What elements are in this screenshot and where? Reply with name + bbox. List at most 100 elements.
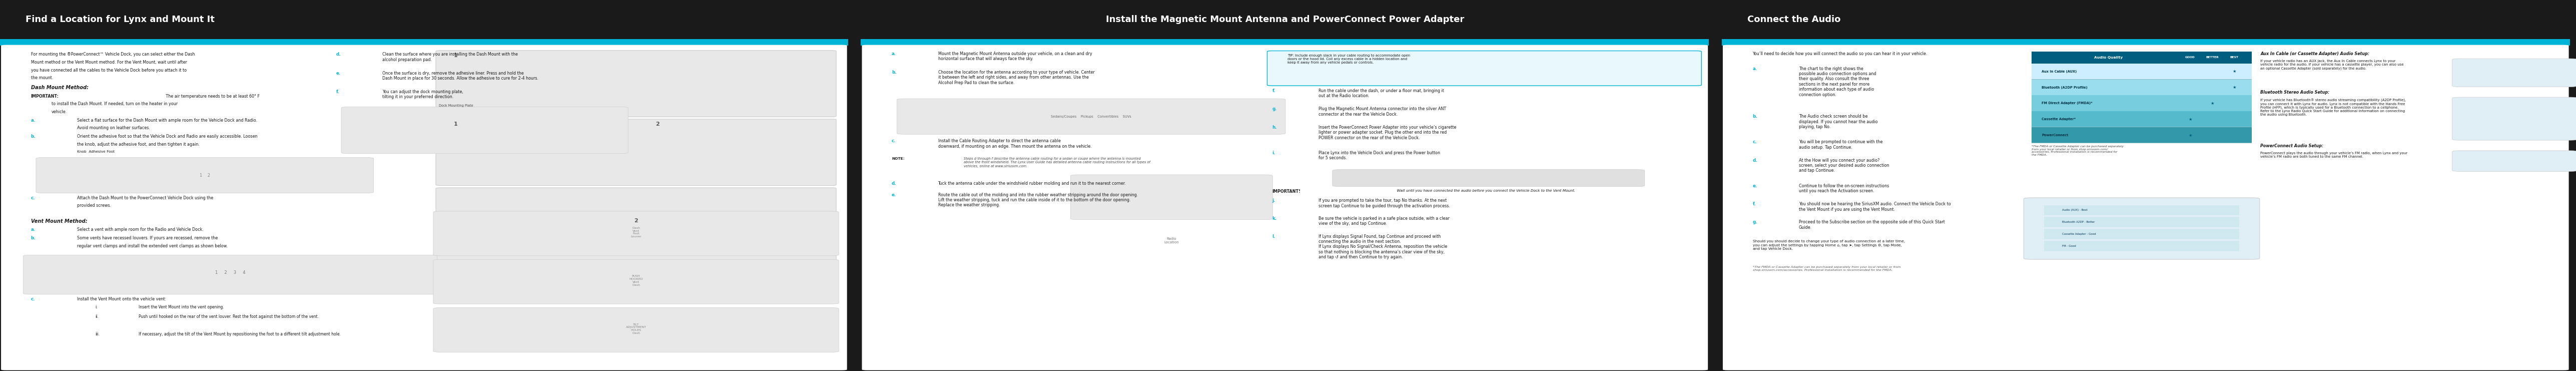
- Text: FM Direct Adapter (FMDA)*: FM Direct Adapter (FMDA)*: [2043, 102, 2092, 105]
- FancyBboxPatch shape: [2032, 79, 2251, 95]
- Text: e.: e.: [335, 71, 340, 75]
- FancyBboxPatch shape: [0, 0, 848, 39]
- Text: d.: d.: [1752, 158, 1757, 162]
- Text: At the How will you connect your audio?
screen, select your desired audio connec: At the How will you connect your audio? …: [1798, 158, 1888, 173]
- Text: regular vent clamps and install the extended vent clamps as shown below.: regular vent clamps and install the exte…: [77, 244, 227, 248]
- Text: You should now be hearing the SiriusXM audio. Connect the Vehicle Dock to
the Ve: You should now be hearing the SiriusXM a…: [1798, 202, 1950, 211]
- Text: f.: f.: [1273, 89, 1275, 93]
- Text: If Lynx displays Signal Found, tap Continue and proceed with
connecting the audi: If Lynx displays Signal Found, tap Conti…: [1319, 234, 1448, 259]
- FancyBboxPatch shape: [1267, 51, 1703, 86]
- FancyBboxPatch shape: [860, 39, 1708, 46]
- FancyBboxPatch shape: [2032, 111, 2251, 127]
- Text: You can adjust the dock mounting plate,
tilting it in your preferred direction.: You can adjust the dock mounting plate, …: [381, 89, 464, 99]
- Text: BETTER: BETTER: [2205, 56, 2218, 59]
- Text: Plug the Magnetic Mount Antenna connector into the silver ANT
connector at the r: Plug the Magnetic Mount Antenna connecto…: [1319, 107, 1445, 116]
- Text: ★: ★: [2233, 85, 2236, 90]
- Text: i.: i.: [1273, 151, 1275, 155]
- Text: Should you should decide to change your type of audio connection at a later time: Should you should decide to change your …: [1752, 240, 1904, 250]
- FancyBboxPatch shape: [2045, 205, 2239, 216]
- Text: d.: d.: [335, 52, 340, 57]
- Text: b.: b.: [891, 70, 896, 75]
- Text: a.: a.: [31, 227, 36, 232]
- Text: the knob, adjust the adhesive foot, and then tighten it again.: the knob, adjust the adhesive foot, and …: [77, 142, 198, 147]
- FancyBboxPatch shape: [433, 211, 840, 256]
- Text: ★: ★: [2187, 117, 2192, 122]
- Text: Clean the surface where you are installing the Dash Mount with the
alcohol prepa: Clean the surface where you are installi…: [381, 52, 518, 62]
- Text: Install the Vent Mount onto the vehicle vent:: Install the Vent Mount onto the vehicle …: [77, 297, 167, 301]
- Text: Steps d through f describe the antenna cable routing for a sedan or coupe where : Steps d through f describe the antenna c…: [963, 157, 1151, 167]
- Text: you have connected all the cables to the Vehicle Dock before you attach it to: you have connected all the cables to the…: [31, 68, 185, 72]
- Text: Cassette Adapter*: Cassette Adapter*: [2043, 118, 2076, 121]
- FancyBboxPatch shape: [433, 308, 840, 352]
- FancyBboxPatch shape: [1721, 0, 2571, 39]
- FancyBboxPatch shape: [435, 50, 837, 117]
- Text: c.: c.: [1752, 140, 1757, 144]
- Text: ★: ★: [2233, 69, 2236, 74]
- Text: iii.: iii.: [95, 332, 100, 336]
- FancyBboxPatch shape: [1721, 39, 2571, 46]
- Text: Vent Mount Method:: Vent Mount Method:: [31, 219, 88, 224]
- Text: g.: g.: [1752, 220, 1757, 224]
- Text: 1     2     3     4: 1 2 3 4: [214, 270, 245, 275]
- Text: f.: f.: [335, 89, 340, 94]
- Text: Aux In Cable (or Cassette Adapter) Audio Setup:: Aux In Cable (or Cassette Adapter) Audio…: [2259, 52, 2370, 56]
- Text: Audio Quality: Audio Quality: [2094, 56, 2123, 59]
- FancyBboxPatch shape: [435, 119, 837, 185]
- FancyBboxPatch shape: [2452, 151, 2576, 171]
- Text: b.: b.: [31, 134, 36, 139]
- FancyBboxPatch shape: [2045, 217, 2239, 227]
- Text: Once the surface is dry, remove the adhesive liner. Press and hold the
Dash Moun: Once the surface is dry, remove the adhe…: [381, 71, 538, 81]
- Text: NOTE:: NOTE:: [891, 157, 904, 160]
- Text: FM - Good: FM - Good: [2063, 244, 2076, 247]
- Text: TILT
ADJUSTMENT
HOLES
Dash: TILT ADJUSTMENT HOLES Dash: [626, 323, 647, 334]
- FancyBboxPatch shape: [1332, 170, 1643, 187]
- Text: Route the cable out of the molding and into the rubber weather stripping around : Route the cable out of the molding and i…: [938, 193, 1139, 207]
- Text: Install the Magnetic Mount Antenna and PowerConnect Power Adapter: Install the Magnetic Mount Antenna and P…: [1105, 15, 1463, 24]
- Text: Aux In Cable (AUX): Aux In Cable (AUX): [2043, 70, 2076, 73]
- Text: ​Mount method or the ​Vent Mount method. For the Vent Mount, wait until after: ​Mount method or the ​Vent Mount method.…: [31, 60, 188, 65]
- Text: Push until hooked on the rear of the vent louver. Rest the foot against the bott: Push until hooked on the rear of the ven…: [139, 314, 319, 319]
- Text: If your vehicle radio has an AUX jack, the Aux In Cable connects Lynx to your
ve: If your vehicle radio has an AUX jack, t…: [2259, 60, 2403, 70]
- Text: The air temperature needs to be at least 60° F: The air temperature needs to be at least…: [165, 94, 260, 98]
- Text: to install the Dash Mount. If needed, turn on the heater in your: to install the Dash Mount. If needed, tu…: [52, 102, 178, 106]
- Text: You will be prompted to continue with the
audio setup. Tap Continue.: You will be prompted to continue with th…: [1798, 140, 1883, 150]
- Text: *The FMDA or Cassette Adapter can be purchased separately
from your local retail: *The FMDA or Cassette Adapter can be pur…: [2032, 145, 2123, 156]
- FancyBboxPatch shape: [2032, 63, 2251, 79]
- Text: Dock Mounting Plate: Dock Mounting Plate: [438, 104, 474, 107]
- Text: Cassette Adapter - Good: Cassette Adapter - Good: [2063, 233, 2097, 235]
- Text: If necessary, adjust the tilt of the Vent Mount by repositioning the foot to a d: If necessary, adjust the tilt of the Ven…: [139, 332, 340, 336]
- Text: j.: j.: [1273, 198, 1275, 203]
- Text: If you are prompted to take the tour, tap No thanks. At the next
screen tap Cont: If you are prompted to take the tour, ta…: [1319, 198, 1450, 208]
- Text: Audio (AUX) - Best: Audio (AUX) - Best: [2063, 209, 2087, 211]
- Text: PowerConnect Audio Setup:: PowerConnect Audio Setup:: [2259, 144, 2324, 148]
- Text: IMPORTANT!: IMPORTANT!: [1273, 189, 1301, 194]
- Text: ★: ★: [2210, 101, 2215, 106]
- Text: Bluetooth (A2DP Profile): Bluetooth (A2DP Profile): [2043, 86, 2087, 89]
- Text: Insert the PowerConnect Power Adapter into your vehicle’s cigarette
lighter or p: Insert the PowerConnect Power Adapter in…: [1319, 125, 1455, 140]
- Text: c.: c.: [31, 196, 36, 200]
- FancyBboxPatch shape: [863, 45, 1708, 370]
- Text: e.: e.: [891, 193, 896, 197]
- Text: PowerConnect plays the audio through your vehicle’s FM radio, when Lynx and your: PowerConnect plays the audio through you…: [2259, 152, 2409, 158]
- FancyBboxPatch shape: [340, 107, 629, 154]
- Text: Dash Mount Method:: Dash Mount Method:: [31, 85, 88, 90]
- Text: GOOD: GOOD: [2184, 56, 2195, 59]
- Text: h.: h.: [1273, 125, 1278, 129]
- Text: Some vents have recessed louvers. If yours are recessed, remove the: Some vents have recessed louvers. If you…: [77, 236, 219, 240]
- Text: Place Lynx into the Vehicle Dock and press the Power button
for 5 seconds.: Place Lynx into the Vehicle Dock and pre…: [1319, 151, 1440, 160]
- Text: f.: f.: [1752, 202, 1757, 206]
- Text: Continue to follow the on-screen instructions
until you reach the Activation scr: Continue to follow the on-screen instruc…: [1798, 184, 1888, 193]
- FancyBboxPatch shape: [1723, 45, 2568, 370]
- FancyBboxPatch shape: [433, 259, 840, 304]
- Text: How will you connect your audio?: How will you connect your audio?: [2115, 208, 2169, 210]
- Text: k.: k.: [1273, 216, 1278, 221]
- Text: vehicle.: vehicle.: [52, 109, 67, 114]
- Text: The chart to the right shows the
possible audio connection options and
their qua: The chart to the right shows the possibl…: [1798, 66, 1875, 97]
- Text: Dash
Vent
Foot
Louver: Dash Vent Foot Louver: [631, 227, 641, 238]
- FancyBboxPatch shape: [2032, 95, 2251, 111]
- Text: You’ll need to decide how you will connect the audio so you can hear it in your : You’ll need to decide how you will conne…: [1752, 52, 1927, 56]
- FancyBboxPatch shape: [2452, 59, 2576, 87]
- Text: Select a flat surface for the Dash Mount with ample room for the Vehicle Dock an: Select a flat surface for the Dash Mount…: [77, 118, 258, 122]
- Text: provided screws.: provided screws.: [77, 203, 111, 208]
- Text: PowerConnect: PowerConnect: [2043, 134, 2069, 137]
